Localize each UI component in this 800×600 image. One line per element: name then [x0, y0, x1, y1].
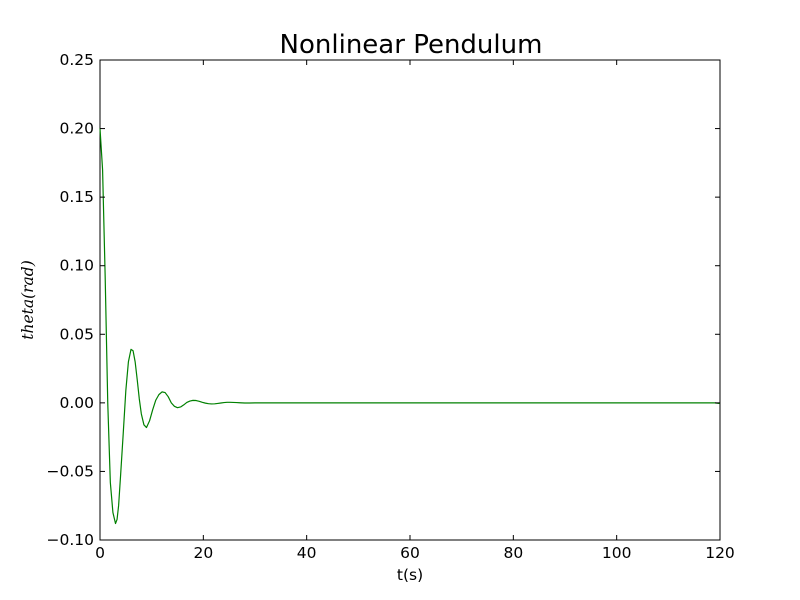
y-tick-label: −0.10: [47, 531, 95, 549]
y-tick-label: 0.00: [59, 394, 94, 412]
ticks-layer: 0 20 40 60 80 100 120 −0.10 −0.05 0.00 0.05 0.10 0.1…: [47, 51, 735, 562]
x-tick-label: 40: [297, 544, 317, 562]
y-tick-label: 0.20: [59, 120, 94, 138]
x-tick-label: 80: [503, 544, 523, 562]
series-layer: [99, 128, 721, 525]
x-tick-label: 60: [400, 544, 420, 562]
chart-title: Nonlinear Pendulum: [280, 30, 543, 60]
x-tick-label: 120: [705, 544, 735, 562]
y-tick-label: 0.05: [59, 325, 94, 343]
y-tick-label: −0.05: [47, 462, 95, 480]
y-tick-label: 0.10: [59, 257, 94, 275]
plot-area-frame: [99, 59, 721, 541]
plot-layer: 0 20 40 60 80 100 120 −0.10 −0.05 0.00 0.05 0.10 0.1…: [47, 51, 735, 562]
series-line-theta: [99, 128, 721, 525]
x-tick-label: 0: [95, 544, 105, 562]
y-tick-label: 0.25: [59, 51, 94, 69]
y-axis-label: theta(rad): [19, 260, 37, 340]
x-axis-label: t(s): [397, 566, 423, 584]
x-tick-label: 20: [193, 544, 213, 562]
x-tick-label: 100: [602, 544, 632, 562]
y-tick-label: 0.15: [59, 188, 94, 206]
